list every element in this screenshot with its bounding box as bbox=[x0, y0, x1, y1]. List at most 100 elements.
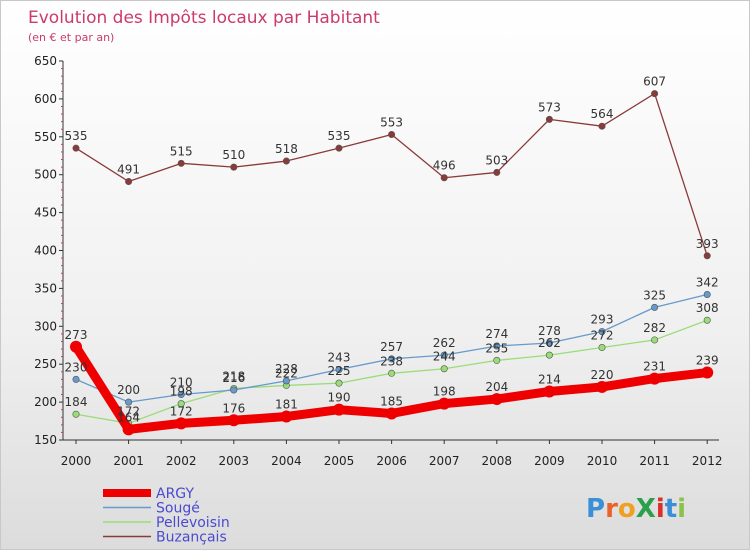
x-tick-label: 2004 bbox=[271, 454, 302, 468]
data-label: 244 bbox=[433, 350, 456, 364]
data-point bbox=[388, 369, 396, 377]
data-point bbox=[493, 168, 501, 176]
data-label: 222 bbox=[275, 366, 298, 380]
data-label: 243 bbox=[328, 351, 351, 365]
y-tick-label: 150 bbox=[34, 433, 57, 447]
data-label: 515 bbox=[170, 144, 193, 158]
data-label: 607 bbox=[643, 75, 666, 89]
data-point bbox=[72, 375, 80, 383]
y-tick-label: 600 bbox=[34, 92, 57, 106]
data-point bbox=[175, 417, 188, 430]
series-buzançais bbox=[72, 90, 711, 260]
data-label: 393 bbox=[696, 237, 719, 251]
series-layer bbox=[70, 90, 714, 436]
data-point bbox=[125, 398, 133, 406]
data-label: 172 bbox=[117, 404, 140, 418]
series-argy bbox=[70, 340, 714, 436]
data-label: 172 bbox=[170, 404, 193, 418]
x-tick-label: 2007 bbox=[429, 454, 460, 468]
chart-title: Evolution des Impôts locaux par Habitant bbox=[28, 8, 380, 28]
data-point bbox=[701, 366, 714, 379]
data-label: 342 bbox=[696, 275, 719, 289]
data-label: 553 bbox=[380, 116, 403, 130]
data-point bbox=[335, 144, 343, 152]
logo-letter: i bbox=[677, 494, 686, 524]
data-label: 282 bbox=[643, 321, 666, 335]
data-label: 273 bbox=[65, 328, 88, 342]
data-label: 274 bbox=[485, 327, 508, 341]
y-tick-label: 450 bbox=[34, 206, 57, 220]
data-label: 278 bbox=[538, 324, 561, 338]
data-label: 518 bbox=[275, 142, 298, 156]
data-point bbox=[385, 407, 398, 420]
data-point bbox=[335, 366, 343, 374]
data-label: 214 bbox=[538, 372, 561, 386]
data-point bbox=[493, 342, 501, 350]
data-point bbox=[490, 393, 503, 406]
y-tick-label: 650 bbox=[34, 54, 57, 68]
data-point bbox=[72, 410, 80, 418]
data-labels: 535 491 515 510 518 535 553 496 503 573 564 607 393 1… bbox=[65, 75, 719, 425]
data-label: 210 bbox=[170, 376, 193, 390]
x-tick-label: 2011 bbox=[639, 454, 670, 468]
data-label: 176 bbox=[222, 401, 245, 415]
data-label: 238 bbox=[380, 354, 403, 368]
axes: 150 200 250 300 350 400 450 500 550 600 650 2000 200… bbox=[34, 54, 722, 468]
data-label: 564 bbox=[591, 107, 614, 121]
data-label: 503 bbox=[485, 153, 508, 167]
data-point bbox=[545, 339, 553, 347]
data-point bbox=[230, 386, 238, 394]
data-label: 200 bbox=[117, 383, 140, 397]
x-tick-label: 2006 bbox=[376, 454, 407, 468]
data-label: 535 bbox=[328, 129, 351, 143]
data-point bbox=[70, 340, 82, 353]
logo-letter: P bbox=[586, 494, 605, 524]
data-point bbox=[440, 365, 448, 373]
data-point bbox=[493, 356, 501, 364]
data-label: 262 bbox=[538, 336, 561, 350]
data-label: 184 bbox=[65, 395, 88, 409]
data-point bbox=[543, 385, 556, 398]
data-point bbox=[651, 303, 659, 311]
data-label: 220 bbox=[591, 368, 614, 382]
y-tick-label: 250 bbox=[34, 357, 57, 371]
data-point bbox=[388, 131, 396, 139]
data-point bbox=[333, 403, 345, 416]
data-point bbox=[598, 344, 606, 352]
legend-label: Pellevoisin bbox=[156, 515, 230, 531]
data-point bbox=[438, 397, 451, 410]
data-label: 496 bbox=[433, 159, 456, 173]
data-point bbox=[72, 144, 80, 152]
data-label: 198 bbox=[170, 385, 193, 399]
data-point bbox=[596, 380, 608, 393]
data-label: 510 bbox=[222, 148, 245, 162]
data-point bbox=[703, 290, 711, 298]
data-point bbox=[545, 115, 553, 123]
x-tick-label: 2008 bbox=[482, 454, 513, 468]
series-pellevoisin bbox=[72, 316, 711, 427]
legend-label: Buzançais bbox=[156, 530, 227, 546]
data-label: 255 bbox=[485, 341, 508, 355]
proxiti-logo: ProXiti bbox=[586, 494, 686, 524]
y-tick-label: 400 bbox=[34, 244, 57, 258]
data-point bbox=[440, 174, 448, 182]
data-point bbox=[335, 379, 343, 387]
chart-subtitle: (en € et par an) bbox=[28, 31, 114, 44]
x-tick-label: 2001 bbox=[113, 454, 144, 468]
x-tick-label: 2012 bbox=[692, 454, 723, 468]
data-label: 491 bbox=[117, 163, 140, 177]
data-label: 198 bbox=[433, 385, 456, 399]
data-point bbox=[388, 355, 396, 363]
y-tick-label: 500 bbox=[34, 168, 57, 182]
x-tick-label: 2000 bbox=[61, 454, 92, 468]
data-point bbox=[440, 351, 448, 359]
y-tick-label: 550 bbox=[34, 130, 57, 144]
x-tick-label: 2003 bbox=[219, 454, 250, 468]
data-label: 325 bbox=[643, 288, 666, 302]
data-label: 573 bbox=[538, 100, 561, 114]
data-label: 218 bbox=[222, 369, 245, 383]
series-sougé bbox=[72, 290, 711, 406]
data-label: 225 bbox=[328, 364, 351, 378]
data-point bbox=[177, 391, 185, 399]
x-tick-label: 2010 bbox=[587, 454, 618, 468]
